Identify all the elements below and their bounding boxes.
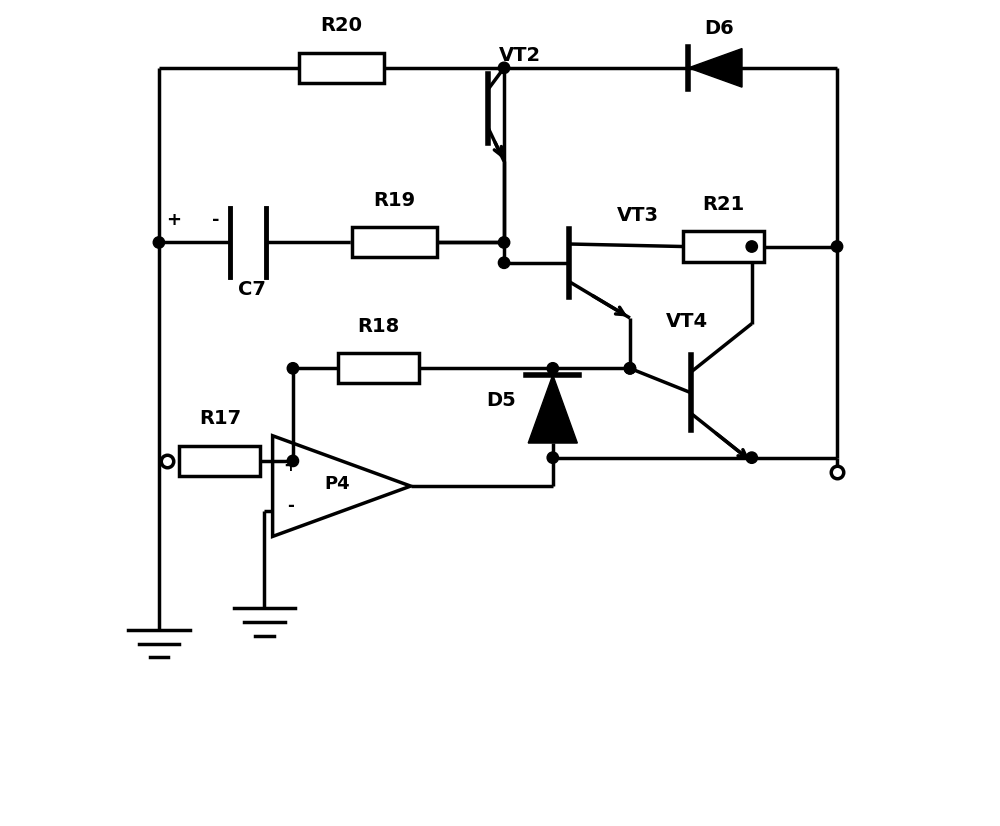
Text: R21: R21 <box>702 195 744 214</box>
Text: -: - <box>287 497 294 515</box>
Text: P4: P4 <box>325 476 350 493</box>
Text: R20: R20 <box>321 17 363 36</box>
Text: D5: D5 <box>487 392 516 411</box>
Circle shape <box>831 241 843 252</box>
Text: VT4: VT4 <box>666 311 708 330</box>
Circle shape <box>547 363 558 374</box>
Text: R18: R18 <box>357 316 399 335</box>
Text: R19: R19 <box>373 191 415 210</box>
Circle shape <box>547 452 558 463</box>
Text: R17: R17 <box>199 409 241 428</box>
Circle shape <box>498 237 510 248</box>
Circle shape <box>498 257 510 268</box>
Polygon shape <box>528 375 577 443</box>
Circle shape <box>746 241 757 252</box>
Text: C7: C7 <box>238 280 266 299</box>
Text: +: + <box>166 211 181 229</box>
Text: VT2: VT2 <box>499 46 541 65</box>
Circle shape <box>287 455 299 467</box>
Circle shape <box>746 452 757 463</box>
Text: +: + <box>284 457 297 475</box>
Bar <box>683 231 764 262</box>
Circle shape <box>624 363 636 374</box>
Text: VT3: VT3 <box>617 206 659 225</box>
Circle shape <box>624 363 636 374</box>
Circle shape <box>153 237 165 248</box>
Text: D6: D6 <box>704 19 734 38</box>
Circle shape <box>498 62 510 74</box>
Bar <box>352 227 437 258</box>
Circle shape <box>287 363 299 374</box>
Polygon shape <box>688 49 742 88</box>
Bar <box>338 354 419 383</box>
Bar <box>179 446 260 476</box>
Bar <box>299 53 384 83</box>
Text: -: - <box>212 211 220 229</box>
